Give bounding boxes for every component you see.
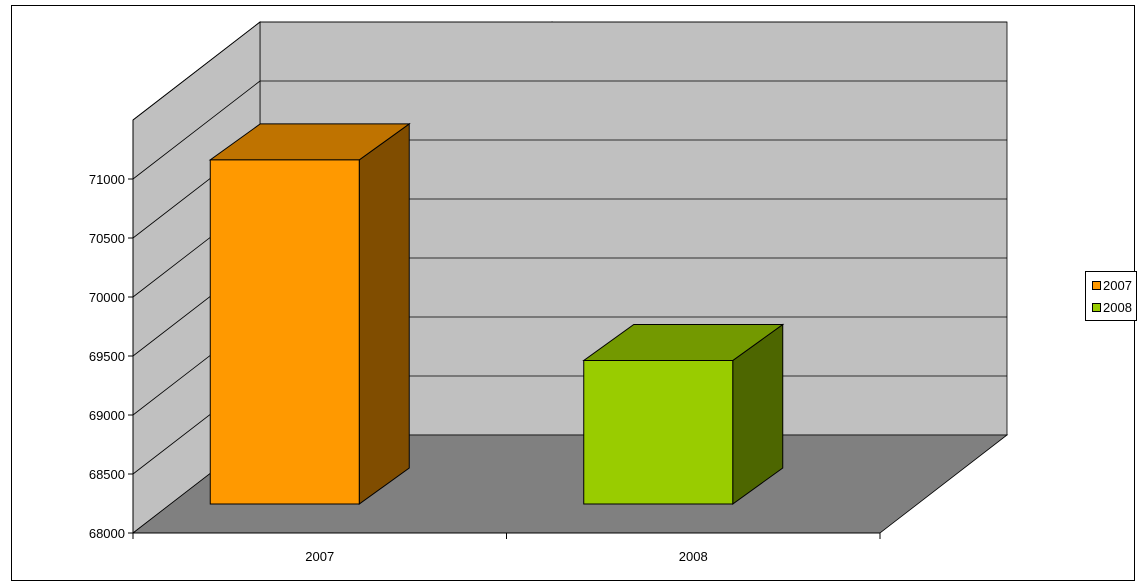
legend-swatch-2008 xyxy=(1092,302,1101,312)
legend-item-2007: 2007 xyxy=(1092,277,1132,293)
y-tick-label: 70000 xyxy=(89,290,125,305)
legend-swatch-2007 xyxy=(1092,280,1101,290)
y-tick-label: 68000 xyxy=(89,526,125,541)
legend-item-2008: 2008 xyxy=(1092,299,1132,315)
y-tick-label: 71000 xyxy=(89,172,125,187)
bar-2008 xyxy=(583,360,734,505)
y-tick-label: 70500 xyxy=(89,231,125,246)
y-tick-label: 69500 xyxy=(89,349,125,364)
legend-label-2007: 2007 xyxy=(1103,277,1132,293)
gridline-side xyxy=(132,80,261,180)
y-tick-label: 68500 xyxy=(89,467,125,482)
chart-legend: 2007 2008 xyxy=(1085,271,1137,321)
legend-label-2008: 2008 xyxy=(1103,299,1132,315)
gridline-side xyxy=(132,21,261,121)
bar-side-2007 xyxy=(358,122,410,505)
y-tick-label: 69000 xyxy=(89,408,125,423)
x-tick-label: 2008 xyxy=(679,549,708,564)
bar-2007 xyxy=(209,159,360,505)
x-tick-label: 2007 xyxy=(305,549,334,564)
